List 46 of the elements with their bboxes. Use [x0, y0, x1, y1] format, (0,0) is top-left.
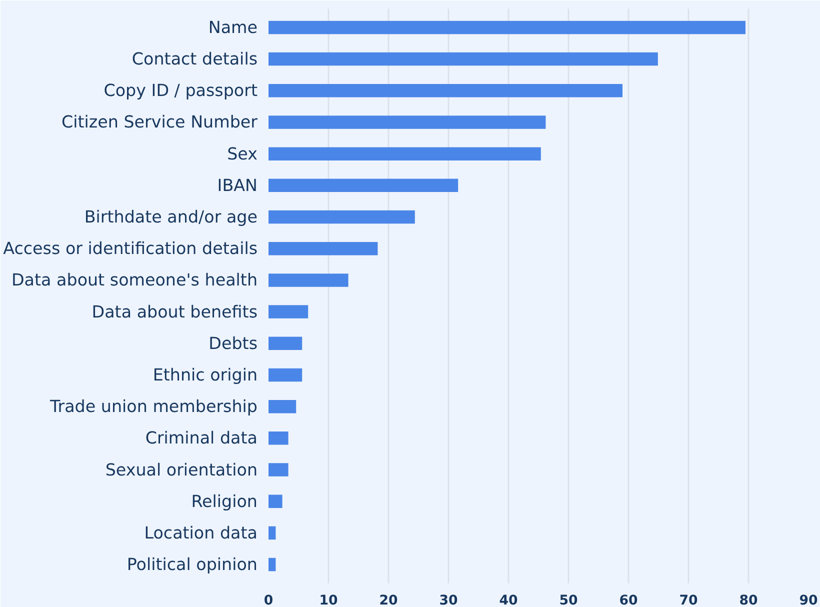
bar — [268, 242, 378, 256]
y-tick-label: Birthdate and/or age — [84, 208, 258, 227]
x-tick-label: 40 — [499, 594, 518, 607]
bar — [268, 84, 622, 98]
bar — [268, 494, 282, 508]
bar — [268, 147, 541, 160]
bar — [268, 116, 546, 129]
y-tick-label: Religion — [191, 492, 258, 511]
x-tick-label: 60 — [619, 594, 638, 607]
y-tick-label: IBAN — [217, 176, 258, 195]
y-tick-label: Copy ID / passport — [104, 81, 258, 100]
bar — [268, 463, 288, 476]
bar — [268, 368, 302, 382]
x-tick-label: 20 — [379, 594, 398, 607]
bar — [268, 432, 288, 445]
x-tick-label: 10 — [319, 594, 338, 607]
y-tick-label: Sex — [227, 144, 258, 164]
y-tick-label: Debts — [208, 334, 258, 353]
y-tick-label: Data about someone's health — [11, 270, 258, 290]
bar — [268, 400, 296, 414]
y-tick-label: Access or identification details — [3, 239, 258, 258]
y-tick-label: Sexual orientation — [105, 460, 258, 480]
x-tick-label: 0 — [264, 594, 274, 607]
y-tick-label: Political opinion — [126, 555, 258, 574]
x-tick-label: 70 — [679, 594, 698, 607]
bar — [268, 52, 658, 66]
bar — [268, 20, 746, 34]
bar — [268, 336, 302, 350]
x-tick-label: 50 — [559, 594, 578, 607]
y-tick-label: Contact details — [132, 50, 258, 69]
y-tick-label: Name — [208, 18, 258, 37]
y-tick-label: Citizen Service Number — [61, 112, 258, 132]
y-tick-label: Location data — [144, 523, 258, 542]
bar — [268, 274, 348, 287]
bar — [268, 558, 276, 572]
bar — [268, 526, 276, 540]
x-tick-label: 90 — [799, 594, 818, 607]
x-tick-label: 30 — [439, 594, 458, 607]
x-tick-label: 80 — [739, 594, 758, 607]
y-tick-label: Criminal data — [145, 428, 258, 448]
bar — [268, 178, 458, 192]
y-tick-label: Trade union membership — [49, 397, 258, 416]
y-tick-label: Data about benefits — [92, 302, 258, 322]
bar — [268, 305, 308, 318]
y-tick-label: Ethnic origin — [152, 365, 258, 384]
bar — [268, 210, 415, 224]
